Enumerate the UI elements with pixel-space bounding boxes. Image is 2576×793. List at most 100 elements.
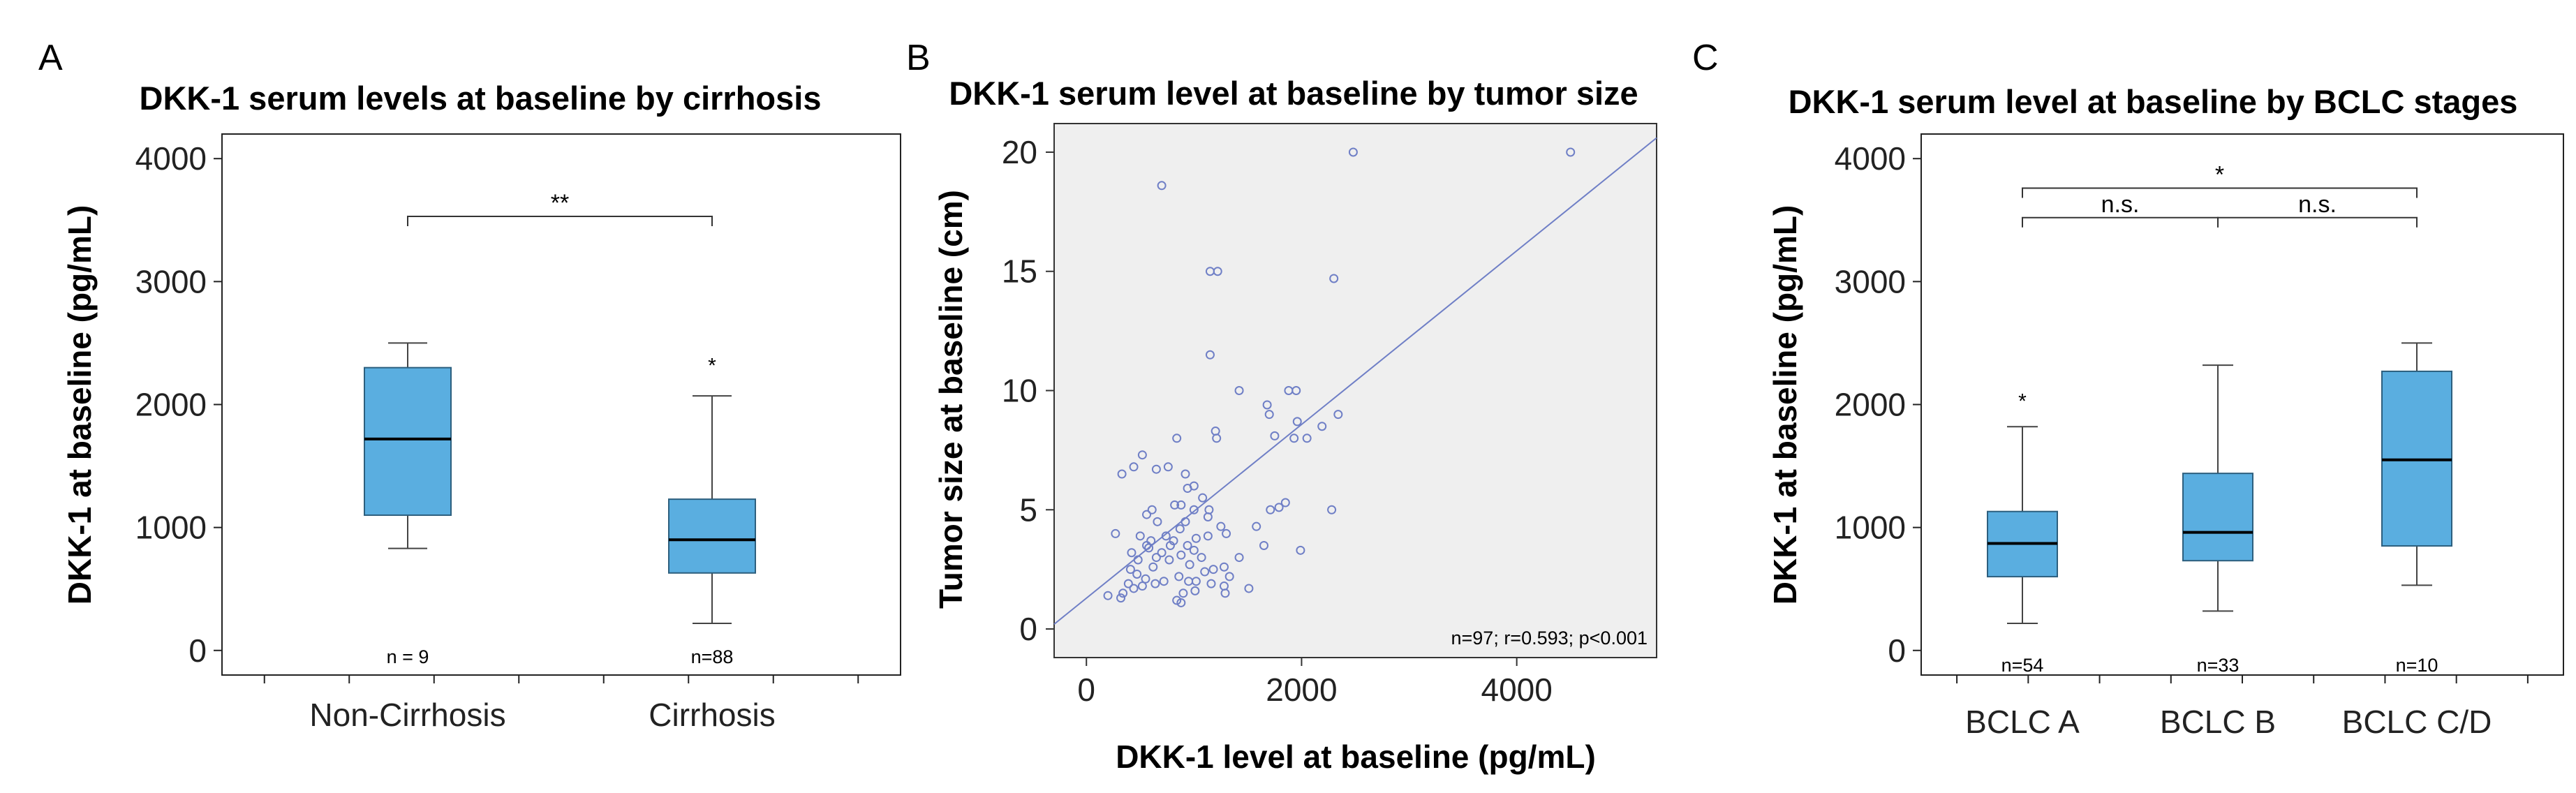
scatter-point	[1137, 450, 1147, 460]
y-tick-label: 2000	[135, 387, 207, 423]
scatter-point	[1185, 560, 1194, 570]
y-tick-label: 4000	[135, 140, 207, 177]
scatter-point	[1206, 579, 1216, 588]
box-iqr	[364, 366, 452, 517]
scatter-point	[1274, 503, 1284, 512]
y-tick-label: 3000	[1835, 263, 1906, 299]
significance-label: *	[2215, 162, 2224, 188]
scatter-point	[1203, 531, 1213, 541]
scatter-point	[1118, 588, 1128, 598]
scatter-point	[1189, 505, 1199, 514]
scatter-point	[1153, 517, 1162, 526]
scatter-point	[1117, 469, 1127, 479]
chart-b-xlabel: DKK-1 level at baseline (pg/mL)	[1116, 739, 1596, 775]
panel-a: A DKK-1 serum levels at baseline by cirr…	[38, 38, 901, 733]
scatter-point	[1234, 386, 1244, 395]
x-category-label: Cirrhosis	[649, 697, 775, 733]
scatter-point	[1116, 593, 1126, 603]
scatter-point	[1280, 498, 1290, 507]
chart-a-marks: n = 9 Non-Cirrhosis * n=88 Cirrhosis **	[309, 190, 775, 733]
scatter-point	[1566, 147, 1576, 157]
scatter-point	[1180, 517, 1190, 526]
scatter-point	[1159, 577, 1169, 586]
scatter-point	[1172, 433, 1182, 443]
scatter-point	[1142, 510, 1152, 519]
scatter-point	[1191, 577, 1201, 586]
scatter-point	[1180, 469, 1190, 479]
chart-b-marks	[1053, 137, 1657, 625]
significance-label: **	[551, 190, 569, 216]
scatter-point	[1147, 505, 1157, 514]
sample-size-label: n = 9	[387, 646, 429, 667]
scatter-point	[1264, 410, 1274, 420]
scatter-point	[1135, 531, 1145, 541]
chart-c-title: DKK-1 serum level at baseline by BCLC st…	[1789, 83, 2518, 120]
scatter-point	[1262, 400, 1272, 410]
scatter-point	[1165, 540, 1175, 550]
scatter-point	[1216, 521, 1226, 531]
scatter-point	[1212, 433, 1222, 443]
y-tick-label: 1000	[1835, 510, 1906, 546]
x-tick-label: 4000	[1481, 672, 1552, 708]
scatter-point	[1125, 565, 1135, 575]
chart-a-title: DKK-1 serum levels at baseline by cirrho…	[140, 80, 822, 117]
scatter-point	[1219, 562, 1229, 572]
sample-size-label: n=10	[2396, 655, 2438, 676]
scatter-point	[1252, 521, 1261, 531]
scatter-point	[1129, 584, 1139, 593]
scatter-point	[1213, 267, 1222, 276]
scatter-point	[1178, 588, 1188, 598]
sample-size-label: n=54	[2001, 655, 2044, 676]
scatter-point	[1348, 147, 1358, 157]
y-tick-label: 0	[1888, 632, 1906, 669]
scatter-point	[1296, 545, 1305, 555]
scatter-point	[1133, 555, 1143, 565]
scatter-point	[1244, 584, 1254, 593]
scatter-point	[1150, 579, 1160, 588]
scatter-point	[1191, 533, 1201, 543]
chart-b-title: DKK-1 serum level at baseline by tumor s…	[949, 75, 1638, 112]
scatter-point	[1327, 505, 1337, 514]
scatter-point	[1142, 540, 1152, 550]
scatter-point	[1205, 350, 1215, 360]
scatter-point	[1175, 524, 1185, 534]
box-iqr	[2182, 473, 2253, 562]
chart-b-plot-area	[1053, 123, 1657, 658]
panel-b: B DKK-1 serum level at baseline by tumor…	[906, 38, 1657, 775]
scatter-point	[1137, 581, 1147, 591]
significance-bracket	[407, 216, 713, 227]
scatter-point	[1220, 588, 1230, 598]
y-tick-label: 5	[1019, 491, 1037, 528]
scatter-point	[1266, 505, 1275, 514]
sample-size-label: n=88	[691, 646, 734, 667]
chart-a-ylabel: DKK-1 at baseline (pg/mL)	[61, 205, 98, 605]
x-category-label: BCLC C/D	[2342, 704, 2492, 740]
significance-label: n.s.	[2101, 191, 2140, 218]
scatter-point	[1132, 569, 1142, 579]
scatter-point	[1289, 433, 1299, 443]
chart-c-marks: * n=54 BCLC A n=33 BCLC B n=10 BCLC C/D n.s. n.s…	[1965, 162, 2492, 741]
scatter-point	[1161, 531, 1171, 541]
scatter-point	[1270, 431, 1280, 440]
y-tick-label: 10	[1002, 373, 1037, 409]
panel-label-c: C	[1692, 38, 1719, 78]
scatter-point	[1164, 555, 1174, 565]
scatter-point	[1151, 553, 1161, 563]
scatter-point	[1141, 574, 1150, 584]
scatter-point	[1163, 462, 1173, 472]
scatter-point	[1190, 586, 1200, 595]
significance-bracket	[2022, 187, 2418, 198]
x-category-label: Non-Cirrhosis	[309, 697, 505, 733]
chart-b-ylabel: Tumor size at baseline (cm)	[933, 190, 969, 609]
chart-c-ylabel: DKK-1 at baseline (pg/mL)	[1767, 205, 1803, 605]
scatter-point	[1129, 462, 1139, 472]
y-tick-label: 4000	[1835, 140, 1906, 177]
chart-b-annotation: n=97; r=0.593; p<0.001	[1451, 628, 1648, 649]
scatter-point	[1203, 512, 1213, 522]
x-tick-label: 2000	[1266, 672, 1337, 708]
sample-size-label: n=33	[2197, 655, 2240, 676]
panel-c: C DKK-1 serum level at baseline by BCLC …	[1692, 38, 2564, 741]
scatter-point	[1292, 417, 1302, 427]
scatter-point	[1198, 493, 1208, 503]
